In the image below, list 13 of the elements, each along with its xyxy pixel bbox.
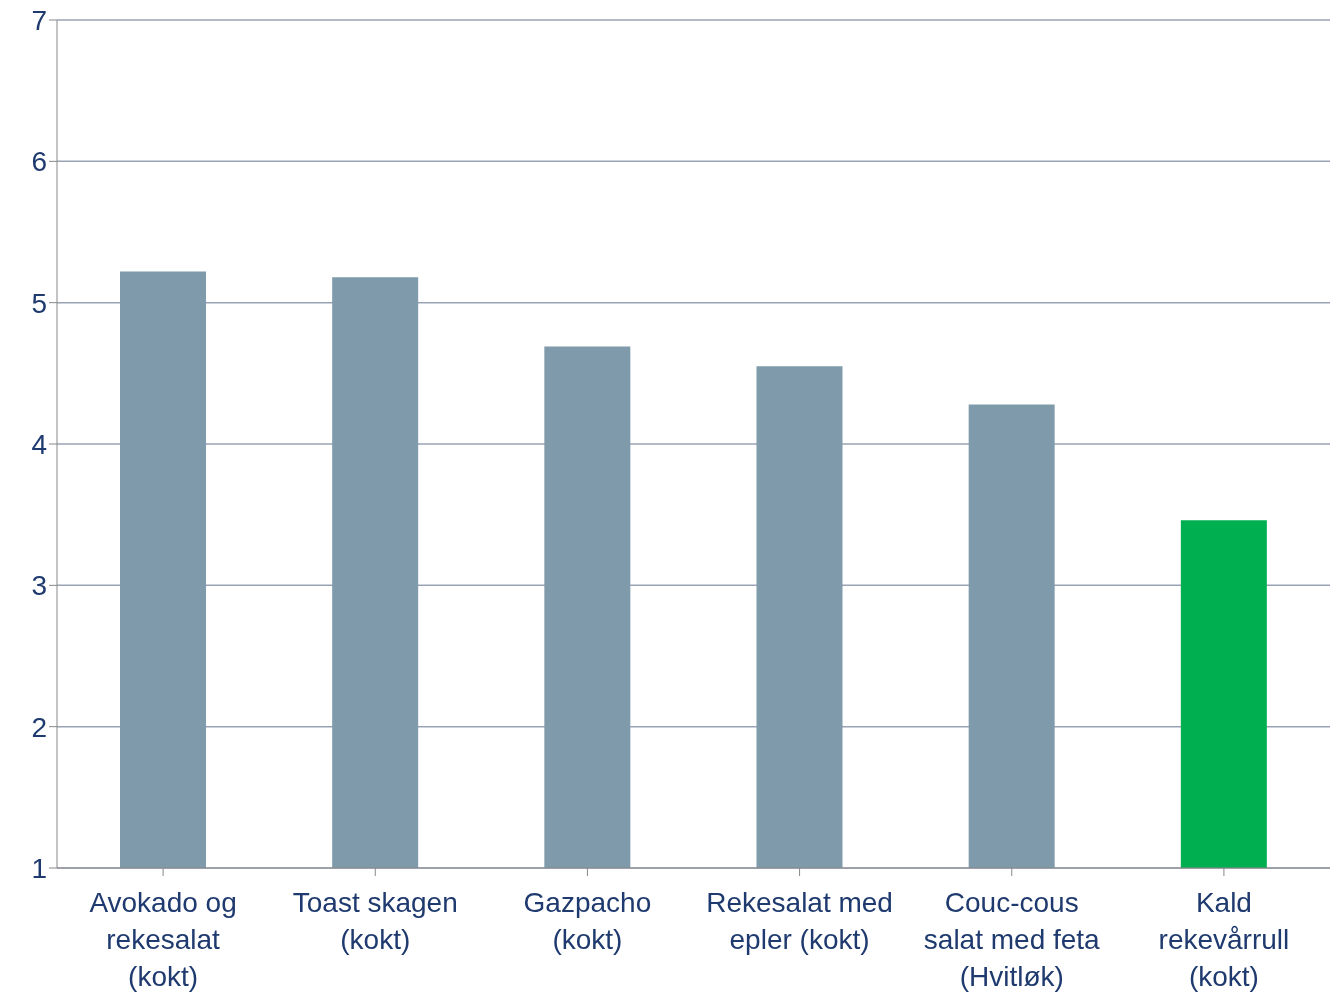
- y-tick-label: 7: [31, 4, 47, 36]
- x-tick-label: Avokado og rekesalat (kokt): [89, 887, 237, 992]
- x-tick-label: Gazpacho (kokt): [523, 887, 652, 955]
- x-tick-label: Rekesalat med epler (kokt): [706, 887, 893, 955]
- y-tick-label: 6: [31, 146, 47, 178]
- x-tick-label: Toast skagen (kokt): [292, 887, 458, 955]
- x-tick-label: Kald rekevårrull (kokt): [1158, 887, 1290, 992]
- y-tick-label: 4: [31, 428, 47, 460]
- y-tick-label: 2: [31, 711, 47, 743]
- y-tick-label: 3: [31, 570, 47, 602]
- x-tick-label: Couc-cous salat med feta (Hvitløk): [923, 887, 1101, 992]
- y-tick-label: 1: [31, 852, 47, 884]
- y-tick-label: 5: [31, 287, 47, 319]
